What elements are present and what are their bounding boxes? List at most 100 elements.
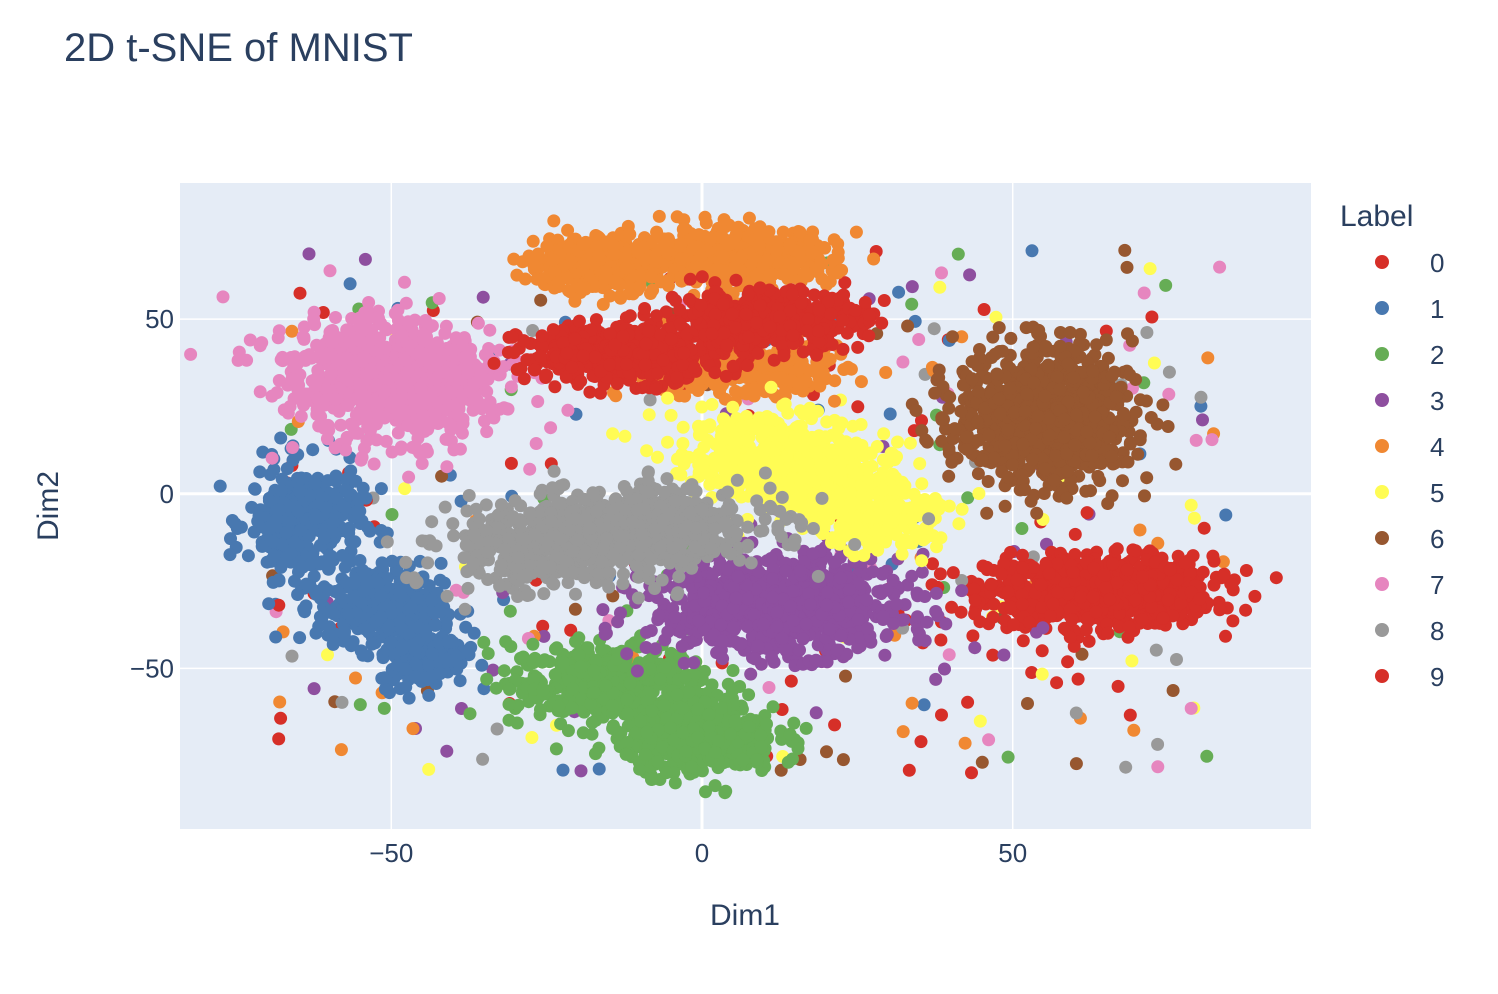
point-label-0 — [1197, 521, 1211, 535]
point-label-3 — [799, 617, 813, 631]
point-label-3 — [766, 590, 780, 604]
point-label-1 — [398, 662, 412, 676]
point-label-1 — [291, 504, 305, 518]
point-label-5 — [1147, 356, 1161, 370]
point-label-4 — [518, 272, 532, 286]
point-label-9 — [784, 674, 798, 688]
point-label-3 — [860, 593, 874, 607]
point-label-0 — [1082, 634, 1096, 648]
scatter-points — [184, 209, 1283, 800]
point-label-2 — [728, 714, 742, 728]
point-label-5 — [606, 427, 620, 441]
point-label-2 — [754, 728, 768, 742]
point-label-2 — [589, 747, 602, 761]
point-label-1 — [342, 607, 356, 621]
point-label-1 — [453, 674, 467, 688]
point-label-0 — [1193, 592, 1206, 606]
point-label-3 — [764, 552, 778, 565]
point-label-0 — [1239, 603, 1253, 617]
point-label-1 — [296, 560, 310, 574]
chart-title: 2D t-SNE of MNIST — [64, 26, 413, 70]
point-label-1 — [319, 501, 333, 515]
point-label-3 — [905, 280, 919, 294]
point-label-4 — [735, 250, 749, 264]
point-label-1 — [234, 520, 248, 534]
point-label-6 — [839, 669, 852, 683]
point-label-2 — [781, 755, 795, 769]
point-label-4 — [507, 252, 521, 266]
point-label-5 — [989, 310, 1003, 324]
point-label-1 — [344, 554, 358, 568]
point-label-0 — [968, 593, 982, 607]
point-label-3 — [751, 639, 765, 653]
point-label-2 — [639, 748, 653, 761]
point-label-7 — [942, 648, 956, 662]
point-label-3 — [620, 647, 634, 661]
point-label-1 — [384, 636, 398, 649]
point-label-2 — [685, 760, 698, 774]
point-label-0 — [935, 708, 948, 722]
point-label-1 — [475, 658, 489, 672]
point-label-1 — [241, 549, 255, 563]
point-label-2 — [503, 682, 516, 696]
point-label-4 — [828, 374, 842, 388]
point-label-2 — [548, 668, 562, 682]
point-label-4 — [958, 736, 972, 750]
point-label-8 — [1140, 326, 1154, 339]
point-label-4 — [896, 725, 910, 739]
point-label-6 — [1075, 647, 1089, 661]
point-label-3 — [775, 632, 789, 645]
point-label-3 — [726, 620, 740, 634]
point-label-0 — [1206, 549, 1220, 563]
point-label-3 — [920, 615, 934, 629]
point-label-2 — [1015, 522, 1029, 535]
point-label-9 — [564, 623, 578, 637]
point-label-1 — [294, 471, 308, 485]
point-label-3 — [648, 642, 662, 656]
point-label-0 — [536, 619, 550, 633]
point-label-1 — [294, 523, 307, 537]
point-label-3 — [668, 610, 682, 624]
point-label-1 — [322, 605, 336, 619]
point-label-3 — [486, 663, 500, 677]
point-label-0 — [1068, 527, 1082, 541]
point-label-2 — [645, 773, 658, 786]
point-label-9 — [961, 695, 975, 709]
point-label-2 — [477, 635, 491, 649]
point-label-3 — [744, 667, 758, 681]
point-label-2 — [754, 740, 768, 754]
point-label-4 — [546, 253, 560, 267]
point-label-2 — [657, 699, 671, 713]
point-label-2 — [576, 726, 590, 740]
point-label-2 — [678, 670, 692, 684]
point-label-2 — [1159, 278, 1173, 292]
point-label-4 — [646, 283, 660, 297]
point-label-2 — [736, 753, 750, 767]
point-label-0 — [1022, 615, 1036, 629]
point-label-7 — [1213, 260, 1227, 274]
point-label-1 — [306, 443, 320, 457]
point-label-3 — [687, 656, 701, 670]
point-label-4 — [835, 263, 849, 277]
point-label-2 — [691, 730, 705, 744]
point-label-1 — [223, 548, 237, 562]
point-label-4 — [603, 289, 617, 303]
point-label-0 — [1239, 564, 1253, 577]
point-label-1 — [357, 584, 371, 598]
point-label-6 — [820, 745, 833, 759]
point-label-1 — [422, 658, 435, 672]
point-label-4 — [526, 234, 540, 248]
point-label-7 — [1151, 760, 1165, 774]
point-label-9 — [1111, 679, 1125, 693]
point-label-0 — [1097, 568, 1111, 582]
point-label-1 — [248, 482, 262, 496]
point-label-4 — [622, 287, 636, 301]
point-label-3 — [820, 598, 834, 612]
point-label-0 — [1156, 611, 1170, 625]
point-label-9 — [965, 766, 978, 780]
point-label-2 — [711, 734, 725, 748]
point-label-1 — [308, 476, 322, 490]
point-label-2 — [640, 725, 654, 739]
point-label-3 — [574, 764, 588, 778]
point-label-0 — [1122, 620, 1136, 634]
